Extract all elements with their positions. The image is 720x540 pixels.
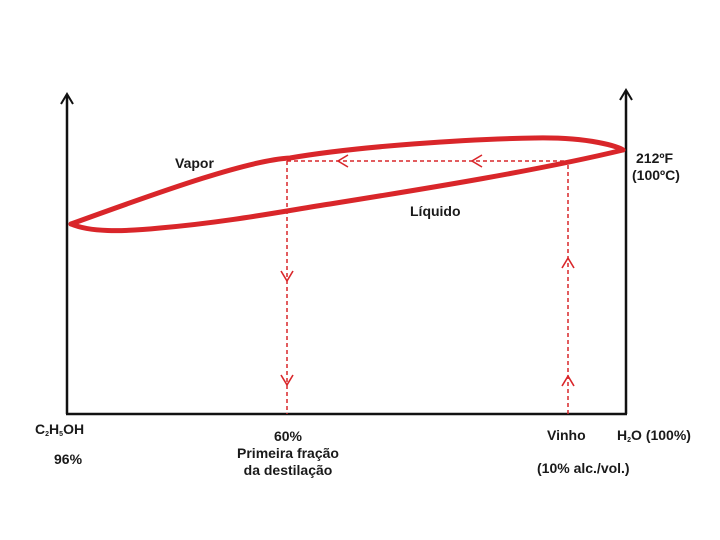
ethanol-oh: OH: [63, 421, 85, 437]
ethanol-sub1: 2: [45, 431, 50, 438]
water-sub: 2: [627, 437, 632, 444]
temperature-label: 212ºF (100ºC): [632, 150, 680, 184]
down-arrow-icon-2: [280, 374, 294, 387]
ethanol-formula: C2H5OH: [35, 421, 84, 438]
water-formula: H2O (100%): [617, 427, 691, 444]
temp-f: 212ºF: [636, 150, 674, 166]
vapor-curve: [68, 135, 626, 227]
left-arrow-icon-1: [336, 154, 349, 168]
ethanol-percentage: 96%: [54, 451, 83, 467]
first-fraction-line1: Primeira fração: [237, 445, 339, 461]
ethanol-c: C: [35, 421, 46, 437]
liquid-label: Líquido: [410, 203, 461, 219]
right-axis-arrow-icon: [619, 88, 633, 101]
left-axis-arrow-icon: [60, 92, 74, 105]
first-fraction-pct: 60%: [273, 428, 303, 444]
wine-label: Vinho: [547, 427, 586, 443]
water-pct: (100%): [645, 427, 691, 443]
water-h: H: [617, 427, 628, 443]
up-arrow-icon-1: [561, 256, 575, 269]
wine-percentage: (10% alc./vol.): [537, 460, 630, 476]
ethanol-sub2: 5: [59, 431, 64, 438]
vapor-label: Vapor: [175, 155, 214, 171]
up-arrow-icon-2: [561, 374, 575, 387]
temp-c: (100ºC): [632, 167, 680, 183]
liquid-curve: [68, 147, 626, 234]
down-arrow-icon-1: [280, 270, 294, 283]
first-fraction-line2: da destilação: [243, 462, 333, 478]
water-o: O: [631, 427, 642, 443]
left-arrow-icon-2: [470, 154, 483, 168]
ethanol-h: H: [49, 421, 60, 437]
first-fraction-label: 60% Primeira fração da destilação: [225, 428, 351, 479]
